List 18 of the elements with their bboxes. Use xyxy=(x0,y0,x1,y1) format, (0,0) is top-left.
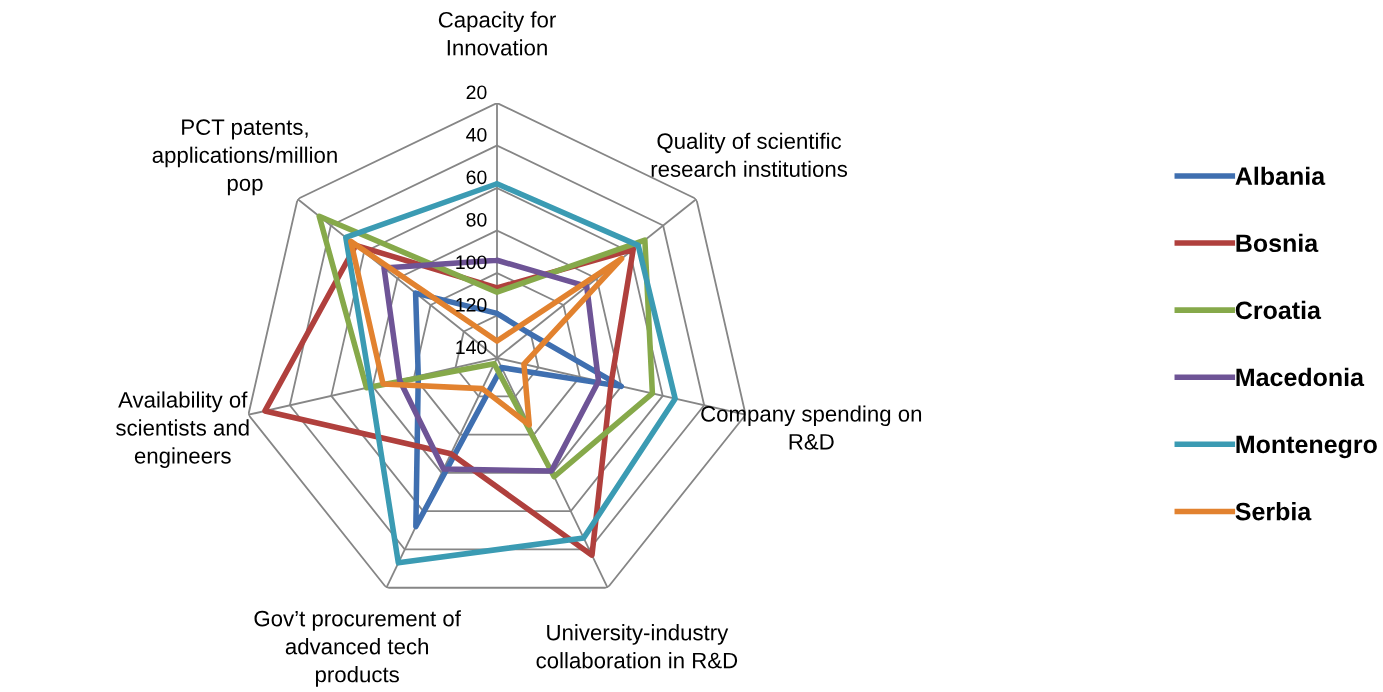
legend-label: Serbia xyxy=(1235,502,1312,521)
y-tick-label: 40 xyxy=(466,127,487,142)
y-tick-label: 140 xyxy=(456,340,487,355)
spoke-label: Availability of scientists and engineers xyxy=(116,391,249,469)
spoke-label: Gov’t procurement of advanced tech products xyxy=(254,610,461,687)
y-tick-label: 80 xyxy=(466,212,487,227)
spoke-label: University-industry collaboration in R&D xyxy=(536,624,738,669)
y-tick-label: 20 xyxy=(466,85,487,100)
y-tick-label: 60 xyxy=(466,170,487,185)
legend-label: Albania xyxy=(1235,166,1326,186)
spoke-label: PCT patents, applications/million pop xyxy=(152,119,337,196)
spoke-label: Capacity for Innovation xyxy=(438,11,556,56)
legend-label: Macedonia xyxy=(1236,367,1365,387)
spoke-label: Quality of scientific research institutions xyxy=(651,132,848,177)
spoke-label: Company spending on R&D xyxy=(701,405,922,450)
legend-label: Croatia xyxy=(1235,300,1322,320)
legend-label: Bosnia xyxy=(1236,233,1319,253)
legend-label: Montenegro xyxy=(1236,435,1377,459)
